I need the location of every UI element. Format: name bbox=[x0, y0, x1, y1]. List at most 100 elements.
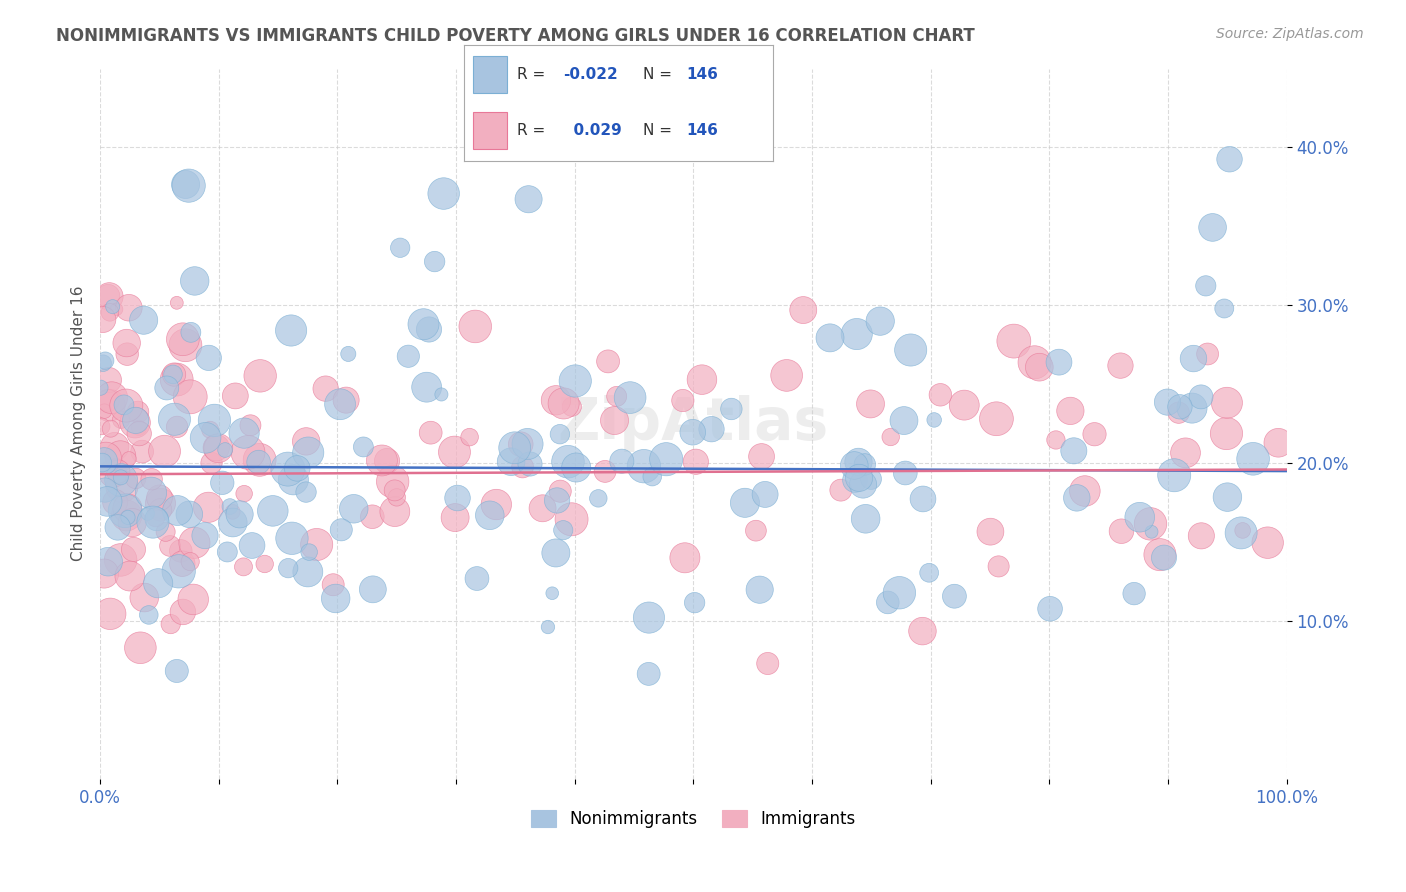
Nonimmigrants bbox=[138, 607, 160, 622]
Nonimmigrants bbox=[166, 503, 188, 517]
Immigrants bbox=[1232, 524, 1254, 538]
Immigrants bbox=[128, 426, 150, 441]
Nonimmigrants bbox=[352, 440, 374, 454]
Nonimmigrants bbox=[619, 391, 641, 405]
Nonimmigrants bbox=[280, 324, 302, 338]
Nonimmigrants bbox=[298, 545, 321, 559]
Immigrants bbox=[1216, 396, 1239, 410]
Nonimmigrants bbox=[418, 322, 440, 336]
Immigrants bbox=[200, 456, 222, 470]
Nonimmigrants bbox=[682, 425, 704, 440]
Immigrants bbox=[1139, 516, 1161, 531]
Immigrants bbox=[97, 373, 120, 387]
Nonimmigrants bbox=[240, 539, 263, 553]
Nonimmigrants bbox=[430, 387, 453, 401]
Nonimmigrants bbox=[900, 343, 922, 357]
Immigrants bbox=[1028, 360, 1050, 375]
Nonimmigrants bbox=[396, 349, 419, 363]
Nonimmigrants bbox=[325, 591, 347, 606]
Immigrants bbox=[548, 484, 571, 499]
Text: 0.029: 0.029 bbox=[562, 123, 621, 138]
Immigrants bbox=[305, 537, 328, 551]
Immigrants bbox=[485, 498, 508, 512]
Immigrants bbox=[239, 418, 262, 433]
Immigrants bbox=[105, 460, 128, 475]
Immigrants bbox=[1189, 529, 1212, 543]
Nonimmigrants bbox=[655, 452, 678, 467]
Immigrants bbox=[166, 420, 188, 434]
Nonimmigrants bbox=[194, 431, 217, 445]
Immigrants bbox=[104, 440, 127, 454]
Nonimmigrants bbox=[283, 473, 305, 487]
Nonimmigrants bbox=[163, 412, 186, 426]
Nonimmigrants bbox=[844, 458, 866, 473]
Immigrants bbox=[1197, 347, 1219, 361]
Immigrants bbox=[1267, 435, 1289, 450]
Nonimmigrants bbox=[112, 398, 135, 412]
Immigrants bbox=[751, 450, 773, 464]
Immigrants bbox=[1111, 524, 1133, 539]
Nonimmigrants bbox=[167, 564, 190, 578]
Immigrants bbox=[163, 368, 186, 382]
Nonimmigrants bbox=[465, 572, 488, 586]
Text: R =: R = bbox=[516, 123, 550, 138]
Nonimmigrants bbox=[94, 483, 117, 497]
Immigrants bbox=[110, 553, 132, 567]
Immigrants bbox=[125, 471, 148, 485]
Immigrants bbox=[115, 508, 138, 523]
Nonimmigrants bbox=[142, 515, 165, 529]
Immigrants bbox=[98, 289, 121, 303]
Immigrants bbox=[149, 502, 172, 516]
Immigrants bbox=[118, 301, 141, 315]
Immigrants bbox=[443, 445, 465, 459]
Immigrants bbox=[673, 550, 696, 565]
Nonimmigrants bbox=[114, 504, 136, 518]
Nonimmigrants bbox=[683, 596, 706, 610]
Nonimmigrants bbox=[553, 523, 575, 537]
Nonimmigrants bbox=[211, 475, 233, 490]
Y-axis label: Child Poverty Among Girls Under 16: Child Poverty Among Girls Under 16 bbox=[72, 286, 86, 561]
Immigrants bbox=[155, 524, 177, 539]
Nonimmigrants bbox=[1241, 451, 1264, 466]
Bar bbox=[474, 56, 508, 94]
Text: R =: R = bbox=[516, 67, 550, 82]
Text: ZipAtlas: ZipAtlas bbox=[558, 395, 830, 452]
Nonimmigrants bbox=[1218, 153, 1240, 167]
Nonimmigrants bbox=[548, 427, 571, 442]
Nonimmigrants bbox=[179, 508, 201, 522]
Immigrants bbox=[253, 557, 276, 571]
Nonimmigrants bbox=[633, 459, 655, 474]
Nonimmigrants bbox=[893, 413, 915, 427]
Immigrants bbox=[603, 413, 626, 427]
Nonimmigrants bbox=[848, 471, 870, 485]
Nonimmigrants bbox=[1213, 301, 1236, 316]
Nonimmigrants bbox=[818, 331, 841, 345]
Nonimmigrants bbox=[541, 586, 564, 600]
Nonimmigrants bbox=[641, 469, 664, 483]
Immigrants bbox=[131, 444, 153, 458]
Nonimmigrants bbox=[1047, 355, 1070, 369]
Nonimmigrants bbox=[343, 501, 366, 516]
Nonimmigrants bbox=[1123, 586, 1146, 600]
Immigrants bbox=[97, 393, 120, 408]
Immigrants bbox=[98, 305, 121, 319]
Immigrants bbox=[596, 354, 619, 368]
Immigrants bbox=[986, 411, 1008, 425]
Immigrants bbox=[127, 405, 149, 419]
Nonimmigrants bbox=[180, 326, 202, 340]
Nonimmigrants bbox=[228, 508, 250, 522]
Nonimmigrants bbox=[557, 455, 579, 469]
Immigrants bbox=[100, 391, 122, 405]
Nonimmigrants bbox=[96, 494, 118, 508]
Immigrants bbox=[115, 399, 138, 413]
Nonimmigrants bbox=[1039, 601, 1062, 615]
Immigrants bbox=[953, 398, 976, 412]
Nonimmigrants bbox=[565, 460, 588, 475]
Immigrants bbox=[690, 373, 713, 387]
Nonimmigrants bbox=[330, 523, 353, 537]
Immigrants bbox=[221, 505, 243, 519]
Immigrants bbox=[110, 449, 132, 463]
Nonimmigrants bbox=[943, 589, 966, 603]
Immigrants bbox=[90, 419, 112, 434]
Nonimmigrants bbox=[637, 666, 659, 681]
